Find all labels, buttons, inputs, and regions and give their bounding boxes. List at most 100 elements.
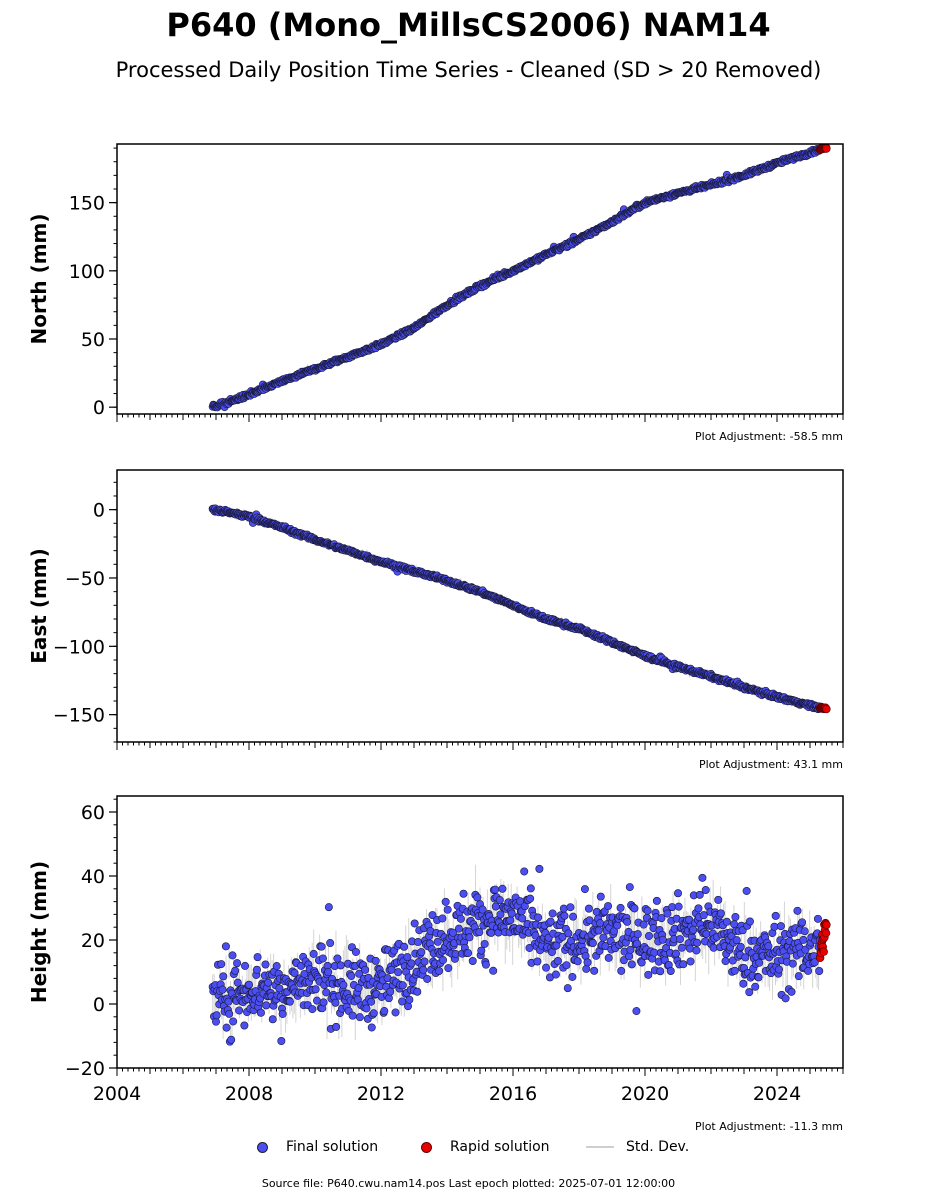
final-solution-point bbox=[560, 911, 569, 920]
y-tick-label: 0 bbox=[93, 397, 105, 419]
x-tick-label: 2016 bbox=[489, 1083, 537, 1105]
legend-item-rapid: Rapid solution bbox=[421, 1138, 550, 1156]
final-solution-point bbox=[551, 970, 560, 979]
final-solution-point bbox=[361, 965, 370, 974]
final-solution-point bbox=[394, 968, 403, 977]
final-solution-point bbox=[633, 930, 642, 939]
rapid-solution-point bbox=[819, 947, 828, 956]
final-solution-point bbox=[639, 920, 648, 929]
final-solution-point bbox=[573, 957, 582, 966]
legend-item-final: Final solution bbox=[257, 1138, 378, 1156]
final-solution-point bbox=[235, 1006, 244, 1015]
final-solution-point bbox=[563, 984, 572, 993]
final-solution-point bbox=[755, 958, 764, 967]
final-solution-point bbox=[617, 966, 626, 975]
rapid-solution-points-1 bbox=[815, 144, 831, 155]
final-solution-point bbox=[741, 953, 750, 962]
rapid-solution-point bbox=[822, 929, 831, 938]
final-solution-points-3 bbox=[208, 864, 824, 1046]
final-solution-point bbox=[588, 939, 597, 948]
x-tick-label: 2004 bbox=[93, 1083, 141, 1105]
final-solution-point bbox=[444, 964, 453, 973]
legend-label-stddev: Std. Dev. bbox=[626, 1139, 690, 1155]
final-solution-point bbox=[674, 902, 683, 911]
plot-adjustment-label: Plot Adjustment: 43.1 mm bbox=[699, 758, 843, 771]
final-solution-point bbox=[810, 958, 819, 967]
final-solution-point bbox=[613, 921, 622, 930]
final-solution-point bbox=[423, 974, 432, 983]
final-solution-point bbox=[742, 886, 751, 895]
x-ticks-2 bbox=[116, 742, 844, 750]
final-solution-point bbox=[309, 949, 318, 958]
final-solution-point bbox=[354, 984, 363, 993]
final-solution-point bbox=[736, 942, 745, 951]
final-solution-point bbox=[351, 947, 360, 956]
final-solution-point bbox=[599, 933, 608, 942]
y-tick-label: −50 bbox=[65, 568, 105, 590]
final-solution-point bbox=[751, 982, 760, 991]
legend-label-final: Final solution bbox=[286, 1139, 379, 1155]
final-solution-point bbox=[730, 966, 739, 975]
final-solution-point bbox=[787, 987, 796, 996]
final-solution-point bbox=[498, 884, 507, 893]
final-solution-point bbox=[709, 943, 718, 952]
final-solution-point bbox=[815, 967, 824, 976]
final-solution-point bbox=[546, 917, 555, 926]
final-solution-point bbox=[332, 1022, 341, 1031]
final-solution-point bbox=[419, 965, 428, 974]
final-solution-point bbox=[564, 929, 573, 938]
final-solution-point bbox=[355, 1013, 364, 1022]
final-solution-point bbox=[438, 914, 447, 923]
final-solution-point bbox=[794, 972, 803, 981]
final-solution-point bbox=[367, 1023, 376, 1032]
final-solution-point bbox=[245, 980, 254, 989]
y-tick-label: 40 bbox=[81, 866, 105, 888]
final-solution-point bbox=[604, 953, 613, 962]
final-solution-point bbox=[553, 957, 562, 966]
final-solution-point bbox=[256, 1008, 265, 1017]
final-solution-point bbox=[685, 944, 694, 953]
final-solution-point bbox=[489, 966, 498, 975]
final-solution-point bbox=[695, 890, 704, 899]
final-solution-point bbox=[285, 997, 294, 1006]
final-solution-points-2 bbox=[208, 504, 824, 714]
final-solution-point bbox=[701, 886, 710, 895]
final-solution-point bbox=[548, 909, 557, 918]
final-solution-point bbox=[433, 937, 442, 946]
final-solution-point bbox=[541, 963, 550, 972]
final-solution-point bbox=[480, 939, 489, 948]
final-solution-point bbox=[689, 925, 698, 934]
final-solution-point bbox=[596, 892, 605, 901]
final-solution-point bbox=[495, 896, 504, 905]
final-solution-point bbox=[417, 948, 426, 957]
final-solution-point bbox=[391, 1008, 400, 1017]
final-solution-point bbox=[362, 1004, 371, 1013]
plot-adjustment-label: Plot Adjustment: -11.3 mm bbox=[695, 1120, 843, 1133]
source-footnote: Source file: P640.cwu.nam14.pos Last epo… bbox=[261, 1177, 676, 1190]
final-solution-point bbox=[333, 954, 342, 963]
final-solution-point bbox=[506, 916, 515, 925]
final-solution-point bbox=[369, 1009, 378, 1018]
x-tick-label: 2008 bbox=[225, 1083, 273, 1105]
final-solution-point bbox=[666, 967, 675, 976]
final-solution-point bbox=[241, 961, 250, 970]
final-solution-point bbox=[604, 902, 613, 911]
y-tick-label: 20 bbox=[81, 930, 105, 952]
final-solution-point bbox=[584, 904, 593, 913]
y-ticks-1: 0 50 100 150 bbox=[69, 147, 117, 419]
final-solution-point bbox=[798, 918, 807, 927]
final-solution-point bbox=[716, 909, 725, 918]
final-solution-point bbox=[311, 985, 320, 994]
rapid-solution-point bbox=[822, 144, 831, 153]
y-ticks-3: −20 0 20 40 60 bbox=[65, 798, 117, 1080]
legend-item-stddev: Std. Dev. bbox=[586, 1138, 689, 1156]
final-solution-point bbox=[481, 960, 490, 969]
final-solution-point bbox=[770, 922, 779, 931]
final-solution-point bbox=[623, 917, 632, 926]
final-solution-point bbox=[319, 998, 328, 1007]
rapid-solution-point bbox=[822, 704, 831, 714]
final-solution-point bbox=[331, 998, 340, 1007]
final-solution-point bbox=[692, 946, 701, 955]
final-solution-point bbox=[518, 914, 527, 923]
